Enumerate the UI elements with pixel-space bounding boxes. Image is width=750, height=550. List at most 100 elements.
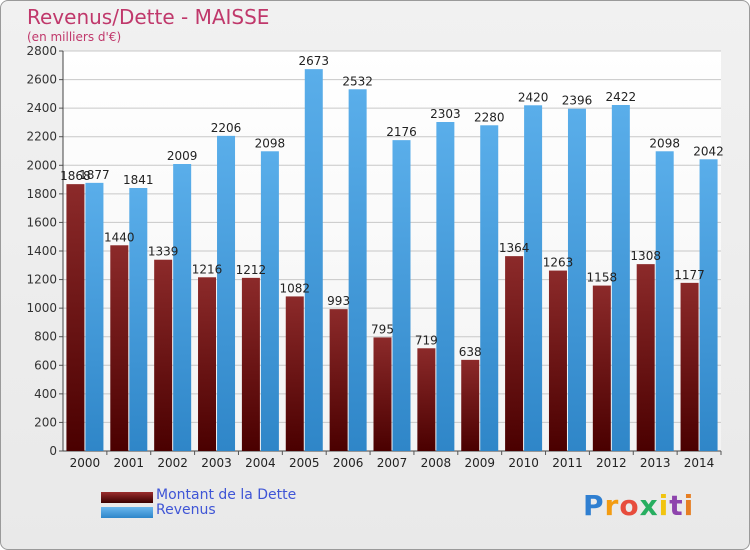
x-tick-label: 2004 <box>245 456 276 470</box>
data-label-debt: 638 <box>459 345 482 359</box>
x-tick-label: 2014 <box>684 456 715 470</box>
data-label-revenue: 2420 <box>518 90 549 104</box>
data-label-revenue: 2176 <box>386 125 417 139</box>
y-tick-label: 400 <box>34 387 57 401</box>
x-tick-label: 2011 <box>552 456 583 470</box>
y-tick-label: 0 <box>49 444 57 458</box>
logo-letter: t <box>669 489 684 522</box>
y-tick-label: 800 <box>34 330 57 344</box>
data-label-debt: 1440 <box>104 230 135 244</box>
y-tick-label: 1400 <box>26 244 57 258</box>
legend-swatch-revenue <box>101 507 153 518</box>
data-label-debt: 1308 <box>630 249 661 263</box>
x-tick-label: 2002 <box>157 456 188 470</box>
legend-label-debt: Montant de la Dette <box>156 487 297 503</box>
bar-revenue <box>348 89 367 452</box>
x-tick-label: 2010 <box>508 456 539 470</box>
chart-subtitle: (en milliers d'€) <box>27 30 122 44</box>
data-label-revenue: 2042 <box>693 144 724 158</box>
data-label-debt: 1082 <box>279 281 310 295</box>
y-tick-label: 2800 <box>26 44 57 58</box>
data-label-revenue: 2098 <box>255 136 286 150</box>
bar-debt <box>636 264 655 451</box>
y-tick-label: 1200 <box>26 273 57 287</box>
bar-revenue <box>217 135 236 451</box>
data-label-debt: 993 <box>327 294 350 308</box>
y-tick-label: 1800 <box>26 187 57 201</box>
bar-debt <box>110 245 129 451</box>
bar-revenue <box>524 105 543 452</box>
bar-debt <box>373 337 392 451</box>
data-label-revenue: 2303 <box>430 107 461 121</box>
data-label-revenue: 2532 <box>342 74 373 88</box>
bar-revenue <box>699 159 718 452</box>
bar-revenue <box>392 140 411 451</box>
bar-debt <box>66 184 85 451</box>
logo-letter: r <box>604 489 620 522</box>
bar-revenue <box>260 151 279 452</box>
bar-revenue <box>304 69 323 452</box>
bar-revenue <box>480 125 499 452</box>
data-label-revenue: 2396 <box>562 94 593 108</box>
logo-letter: o <box>619 489 640 522</box>
bar-debt <box>198 277 217 451</box>
data-label-debt: 1339 <box>148 245 179 259</box>
bar-revenue <box>129 188 148 451</box>
data-label-debt: 1212 <box>236 263 267 277</box>
x-tick-label: 2008 <box>421 456 452 470</box>
bar-revenue <box>85 182 104 451</box>
bar-revenue <box>655 151 674 452</box>
data-label-debt: 795 <box>371 322 394 336</box>
y-tick-label: 200 <box>34 415 57 429</box>
y-tick-label: 600 <box>34 358 57 372</box>
x-tick-label: 2000 <box>70 456 101 470</box>
data-label-debt: 1158 <box>587 271 618 285</box>
bar-debt <box>461 359 480 451</box>
chart-title: Revenus/Dette - MAISSE <box>27 5 270 29</box>
bar-debt <box>285 296 304 451</box>
data-label-debt: 719 <box>415 333 438 347</box>
data-label-revenue: 2673 <box>298 54 329 68</box>
legend-label-revenue: Revenus <box>156 502 216 518</box>
y-tick-label: 2200 <box>26 130 57 144</box>
bar-revenue <box>173 164 192 451</box>
bar-revenue <box>567 108 586 451</box>
data-label-revenue: 2280 <box>474 110 505 124</box>
x-tick-label: 2003 <box>201 456 232 470</box>
data-label-debt: 1364 <box>499 241 530 255</box>
x-tick-label: 2005 <box>289 456 320 470</box>
bar-debt <box>680 282 699 451</box>
data-label-debt: 1216 <box>192 262 223 276</box>
logo-letter: P <box>583 489 605 522</box>
logo-letter: i <box>683 489 695 522</box>
x-tick-label: 2006 <box>333 456 364 470</box>
y-tick-label: 2400 <box>26 101 57 115</box>
bar-debt <box>417 348 436 451</box>
data-label-revenue: 2009 <box>167 149 198 163</box>
x-tick-label: 2012 <box>596 456 627 470</box>
bar-debt <box>548 270 567 451</box>
data-label-revenue: 1841 <box>123 173 154 187</box>
data-label-revenue: 2206 <box>211 121 242 135</box>
bar-debt <box>505 256 524 451</box>
x-tick-label: 2013 <box>640 456 671 470</box>
bar-debt <box>241 277 260 451</box>
bar-revenue <box>436 122 455 451</box>
data-label-revenue: 2098 <box>649 136 680 150</box>
data-label-debt: 1868 <box>60 169 91 183</box>
bar-debt <box>329 309 348 451</box>
logo-letter: x <box>639 489 659 522</box>
bar-revenue <box>611 105 630 451</box>
bar-debt <box>154 259 173 451</box>
bar-debt <box>592 285 611 451</box>
data-label-revenue: 1877 <box>79 168 110 182</box>
y-tick-label: 2000 <box>26 158 57 172</box>
data-label-revenue: 2422 <box>606 90 637 104</box>
data-label-debt: 1263 <box>543 256 574 270</box>
data-label-debt: 1177 <box>674 268 705 282</box>
logo-letter: i <box>658 489 670 522</box>
proxiti-logo: Proxiti <box>583 489 694 522</box>
legend-swatch-debt <box>101 492 153 503</box>
